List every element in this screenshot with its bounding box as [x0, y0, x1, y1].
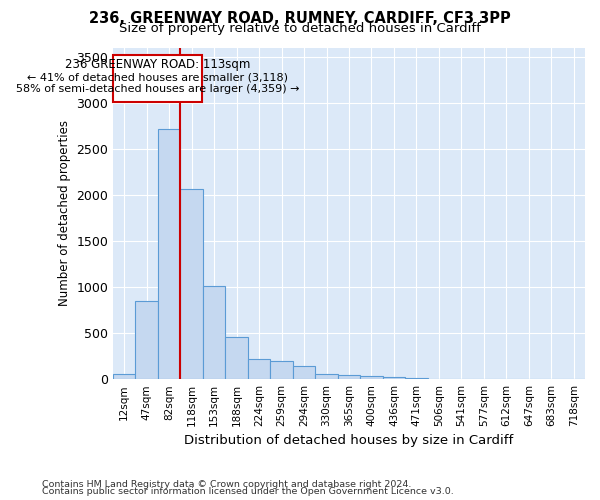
Text: Contains public sector information licensed under the Open Government Licence v3: Contains public sector information licen…: [42, 488, 454, 496]
Bar: [293, 366, 315, 379]
X-axis label: Distribution of detached houses by size in Cardiff: Distribution of detached houses by size …: [184, 434, 514, 448]
Bar: [383, 377, 405, 379]
Bar: [113, 374, 136, 379]
Bar: [181, 190, 203, 379]
Bar: [136, 301, 158, 379]
Bar: [113, 55, 202, 102]
Bar: [203, 286, 226, 379]
Text: ← 41% of detached houses are smaller (3,118): ← 41% of detached houses are smaller (3,…: [27, 72, 288, 82]
Text: Contains HM Land Registry data © Crown copyright and database right 2024.: Contains HM Land Registry data © Crown c…: [42, 480, 412, 489]
Bar: [405, 378, 428, 379]
Text: Size of property relative to detached houses in Cardiff: Size of property relative to detached ho…: [119, 22, 481, 35]
Text: 58% of semi-detached houses are larger (4,359) →: 58% of semi-detached houses are larger (…: [16, 84, 299, 94]
Bar: [271, 361, 293, 379]
Bar: [338, 374, 360, 379]
Bar: [158, 128, 181, 379]
Bar: [226, 337, 248, 379]
Y-axis label: Number of detached properties: Number of detached properties: [58, 120, 71, 306]
Text: 236, GREENWAY ROAD, RUMNEY, CARDIFF, CF3 3PP: 236, GREENWAY ROAD, RUMNEY, CARDIFF, CF3…: [89, 11, 511, 26]
Bar: [360, 376, 383, 379]
Text: 236 GREENWAY ROAD: 113sqm: 236 GREENWAY ROAD: 113sqm: [65, 58, 250, 71]
Bar: [248, 360, 271, 379]
Bar: [315, 374, 338, 379]
